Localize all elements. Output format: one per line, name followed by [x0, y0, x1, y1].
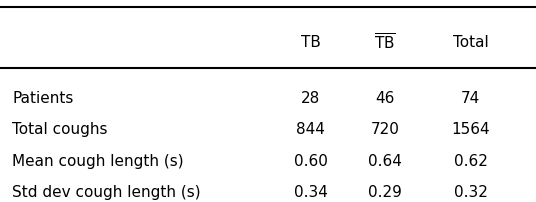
Text: 28: 28 [301, 91, 321, 106]
Text: Total coughs: Total coughs [12, 122, 108, 138]
Text: 0.62: 0.62 [453, 154, 488, 169]
Text: $\overline{\mathrm{TB}}$: $\overline{\mathrm{TB}}$ [375, 32, 396, 52]
Text: Std dev cough length (s): Std dev cough length (s) [12, 185, 200, 200]
Text: 1564: 1564 [451, 122, 490, 138]
Text: 0.34: 0.34 [294, 185, 327, 200]
Text: TB: TB [301, 35, 321, 50]
Text: Patients: Patients [12, 91, 73, 106]
Text: 0.32: 0.32 [453, 185, 488, 200]
Text: 844: 844 [296, 122, 325, 138]
Text: 0.60: 0.60 [294, 154, 327, 169]
Text: 0.29: 0.29 [368, 185, 402, 200]
Text: Total: Total [453, 35, 488, 50]
Text: 74: 74 [461, 91, 480, 106]
Text: Mean cough length (s): Mean cough length (s) [12, 154, 184, 169]
Text: 0.64: 0.64 [368, 154, 402, 169]
Text: 720: 720 [371, 122, 400, 138]
Text: 46: 46 [376, 91, 395, 106]
